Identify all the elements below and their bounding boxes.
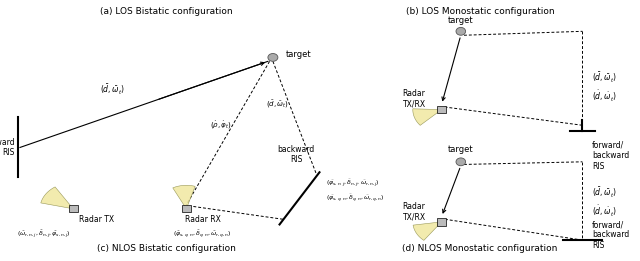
Text: $(\bar{d},\bar{\omega}_t)$: $(\bar{d},\bar{\omega}_t)$	[592, 186, 617, 200]
Text: $(\dot{d},\dot{\omega}_t)$: $(\dot{d},\dot{\omega}_t)$	[592, 204, 617, 219]
Text: $(\tilde{\varphi}_{s,q,n},\tilde{\delta}_{q,n},\tilde{\omega}_{r,q,n})$: $(\tilde{\varphi}_{s,q,n},\tilde{\delta}…	[326, 193, 385, 204]
Polygon shape	[41, 187, 73, 209]
Polygon shape	[173, 185, 195, 209]
Text: $(\bar{d},\bar{\omega}_t)$: $(\bar{d},\bar{\omega}_t)$	[592, 71, 617, 85]
Text: target: target	[448, 145, 474, 154]
Text: (d) NLOS Monostatic configuration: (d) NLOS Monostatic configuration	[403, 244, 557, 253]
Text: Radar RX: Radar RX	[185, 215, 221, 224]
Text: backward
RIS: backward RIS	[278, 145, 315, 164]
Text: $(\bar{\omega}_{r,n,j},\bar{\delta}_{n,j},\bar{\varphi}_{s,n,j})$: $(\bar{\omega}_{r,n,j},\bar{\delta}_{n,j…	[17, 228, 70, 240]
Polygon shape	[182, 205, 191, 212]
Text: forward/
backward
RIS: forward/ backward RIS	[592, 220, 629, 250]
Text: (b) LOS Monostatic configuration: (b) LOS Monostatic configuration	[406, 7, 554, 15]
Text: $(\bar{d},\bar{\omega}_t)$: $(\bar{d},\bar{\omega}_t)$	[100, 82, 125, 97]
Polygon shape	[68, 205, 78, 212]
Circle shape	[456, 158, 466, 166]
Text: Radar
TX/RX: Radar TX/RX	[403, 90, 426, 109]
Text: target: target	[448, 16, 474, 25]
Text: $(\bar{d},\bar{\omega}_t)$: $(\bar{d},\bar{\omega}_t)$	[266, 99, 289, 110]
Polygon shape	[437, 106, 446, 113]
Text: $(\dot{\rho},\dot{\varphi}_t)$: $(\dot{\rho},\dot{\varphi}_t)$	[210, 119, 232, 131]
Text: forward
RIS: forward RIS	[0, 138, 15, 157]
Polygon shape	[413, 109, 442, 125]
Text: (c) NLOS Bistatic configuration: (c) NLOS Bistatic configuration	[97, 244, 236, 253]
Text: target: target	[286, 50, 312, 59]
Text: (a) LOS Bistatic configuration: (a) LOS Bistatic configuration	[100, 7, 233, 15]
Text: Radar TX: Radar TX	[79, 215, 114, 224]
Polygon shape	[437, 218, 446, 226]
Text: forward/
backward
RIS: forward/ backward RIS	[592, 141, 629, 171]
Text: $(\bar{\varphi}_{s,q,n},\bar{\delta}_{q,n},\bar{\omega}_{r,q,n})$: $(\bar{\varphi}_{s,q,n},\bar{\delta}_{q,…	[173, 228, 232, 240]
Text: Radar
TX/RX: Radar TX/RX	[403, 202, 426, 221]
Polygon shape	[413, 222, 442, 240]
Text: $(\tilde{\varphi}_{s,n,j},\tilde{\delta}_{n,j},\tilde{\omega}_{r,n,j})$: $(\tilde{\varphi}_{s,n,j},\tilde{\delta}…	[326, 177, 380, 189]
Circle shape	[456, 27, 466, 35]
Circle shape	[268, 54, 278, 61]
Text: $(\dot{d},\dot{\omega}_t)$: $(\dot{d},\dot{\omega}_t)$	[592, 89, 617, 104]
